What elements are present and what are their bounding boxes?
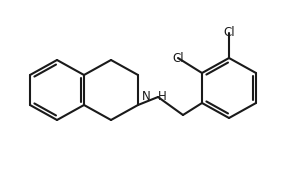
Text: H: H xyxy=(158,90,167,103)
Text: Cl: Cl xyxy=(223,26,235,40)
Text: Cl: Cl xyxy=(172,51,184,65)
Text: N: N xyxy=(142,90,151,103)
